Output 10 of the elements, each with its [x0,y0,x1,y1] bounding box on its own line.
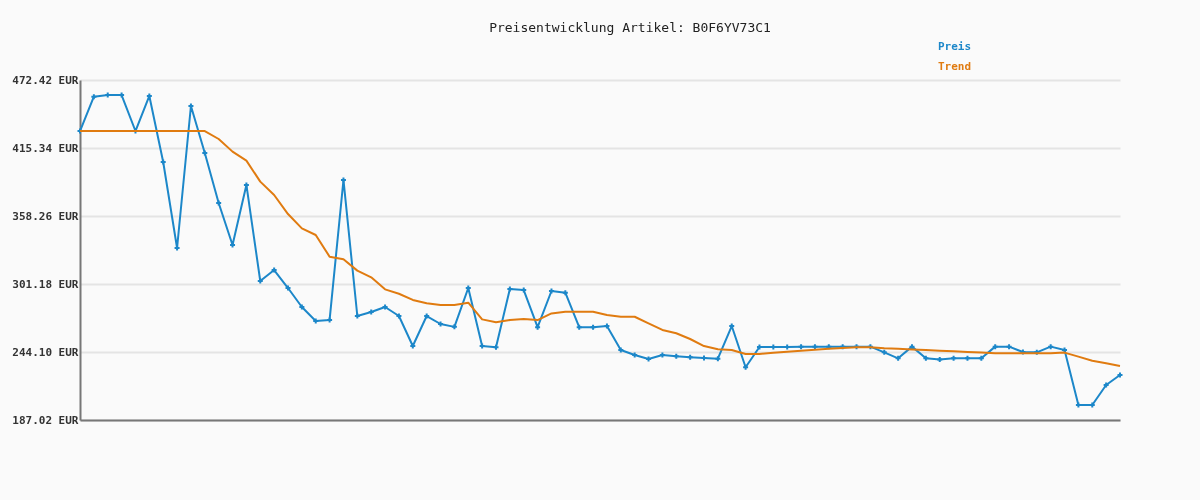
chart-title: Preisentwicklung Artikel: B0F6YV73C1 [489,20,771,35]
line-series [79,130,1121,367]
y-tick-label: 301.18 EUR [12,277,79,291]
text: Trend [938,60,972,73]
text: Preis [938,40,972,53]
y-tick-label: 187.02 EUR [12,413,79,427]
y-tick-label: 358.26 EUR [12,209,79,223]
y-tick-label: 415.34 EUR [12,141,79,155]
y-tick-label: 472.42 EUR [12,73,79,87]
y-tick-label: 244.10 EUR [12,345,79,359]
